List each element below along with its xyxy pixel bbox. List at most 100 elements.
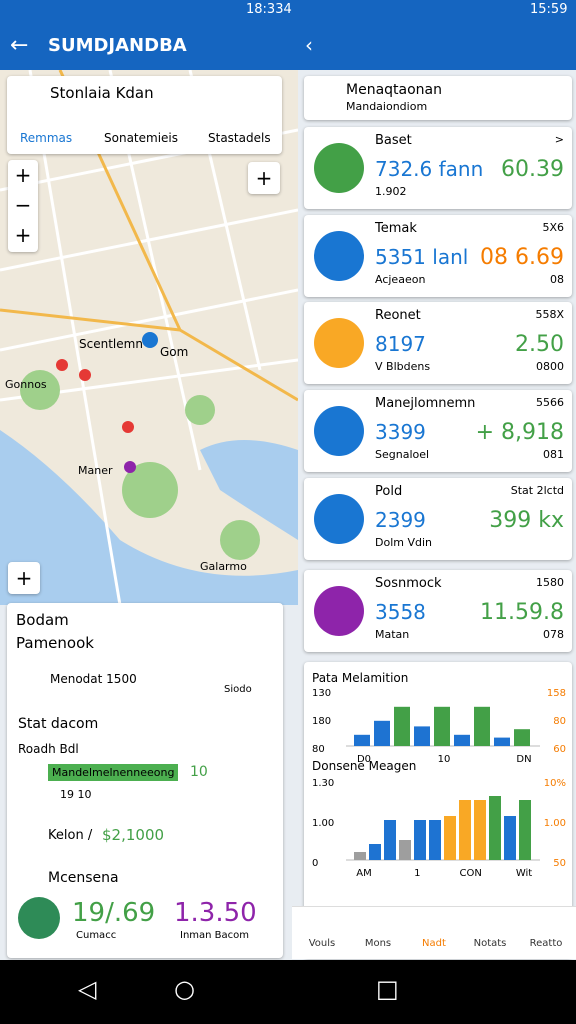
tab[interactable]: Sonatemieis [104,131,178,145]
bottom-nav [292,906,576,959]
bar [354,734,370,746]
card-corner: 558X [535,308,564,321]
card-right: 2.50 [515,332,564,357]
x-label: DN [516,754,531,765]
status-time: 18:334 [246,2,292,17]
card-corner-sub: 078 [543,628,564,641]
card-name: Manejlomnemn [375,396,476,411]
y-label: 0 [312,858,318,869]
map-button[interactable]: + [248,162,280,194]
nav-back[interactable]: ◁ [78,975,97,1003]
y2-label: 1.00 [544,818,566,829]
top-bar [0,0,576,70]
icon [314,231,364,281]
nav-item[interactable]: Vouls [308,938,336,949]
map [0,70,298,605]
nav-item[interactable]: Nadt [422,938,446,949]
y-label: 1.30 [312,778,334,789]
icon [18,897,60,939]
y-label: 80 [312,744,325,755]
icon [314,586,364,636]
panel-header [304,76,572,120]
map-label: Gonnos [5,378,47,391]
card-sub: Segnaloel [375,448,430,461]
card-right: 399 kx [489,508,564,533]
x-label: 10 [438,754,451,765]
card-corner-sub: 08 [550,273,564,286]
card-right: + 8,918 [475,420,564,445]
card-corner: > [554,133,564,146]
y-label: 130 [312,688,331,699]
nav-item[interactable]: Mons [364,938,392,949]
back-button[interactable]: ‹ [305,33,313,57]
y2-label: 158 [547,688,566,699]
card-sub: V Blbdens [375,360,431,373]
row-value: $2,1000 [102,826,165,844]
icon [314,143,364,193]
bar [384,820,396,860]
card-corner: Stat 2lctd [510,484,564,497]
y-label: 1.00 [312,818,334,829]
bar [434,706,450,746]
card-sub: Acjeaeon [375,273,426,286]
tab[interactable]: Stastadels [208,131,271,145]
card-value: 8197 [375,332,426,356]
bar [369,844,381,860]
bar [394,706,410,746]
row-side: Siodo [224,684,252,695]
icon [314,318,364,368]
card-value: 5351 lanl [375,245,469,269]
card-name: Sosnmock [375,576,442,591]
row[interactable]: Menodat 1500 [50,672,137,686]
nav-item[interactable]: Reatto [529,938,563,949]
search-title: Stonlaia Kdan [50,84,154,102]
nav-item[interactable]: Notats [473,938,507,949]
bar [399,840,411,860]
x-label: 1 [414,868,420,879]
section-sub: Roadh Bdl [18,742,79,756]
map-label: Maner [78,464,113,477]
panel-title: Menaqtaonan [346,82,442,98]
status-time: 15:59 [530,2,568,17]
bar [354,852,366,860]
nav-recent[interactable]: □ [376,975,399,1003]
back-button[interactable]: ← [10,33,29,58]
y2-label: 10% [544,778,566,789]
card-name: Temak [375,221,417,236]
bar [504,816,516,860]
card-value: 3558 [375,600,426,624]
bar [414,726,430,746]
summary-title: Bodam [16,611,69,629]
card-sub: 1.902 [375,185,407,198]
tab[interactable]: Remmas [20,131,73,145]
x-label: Wit [516,868,532,879]
bar [519,800,531,860]
chart-title: Donsene Meagen [312,759,416,773]
card-corner-sub: 0800 [536,360,564,373]
map-button[interactable]: + [8,562,40,594]
card-name: Reonet [375,308,421,323]
x-label: D0 [357,754,371,765]
big-value: 1.3.50 [174,898,257,928]
bar [429,820,441,860]
note: Inman Bacom [180,930,250,941]
y-label: 180 [312,716,331,727]
chart-title: Pata Melamition [312,671,408,685]
nav-home[interactable]: ○ [174,975,195,1003]
bar [459,800,471,860]
zoom-controls[interactable]: + − + [8,160,38,252]
card-right: 11.59.8 [480,600,564,625]
search-card[interactable] [7,76,282,154]
big-value: 19/.69 [72,898,156,928]
panel-subtitle: Mandaiondiom [346,100,428,113]
row[interactable]: Kelon / [48,828,93,843]
card-corner-sub: 081 [543,448,564,461]
bar [489,796,501,860]
badge-note: 19 10 [60,788,92,801]
icon [314,494,364,544]
summary-subtitle: Pamenook [16,634,94,652]
bar [374,720,390,746]
map-label: Scentlemn [79,337,143,351]
